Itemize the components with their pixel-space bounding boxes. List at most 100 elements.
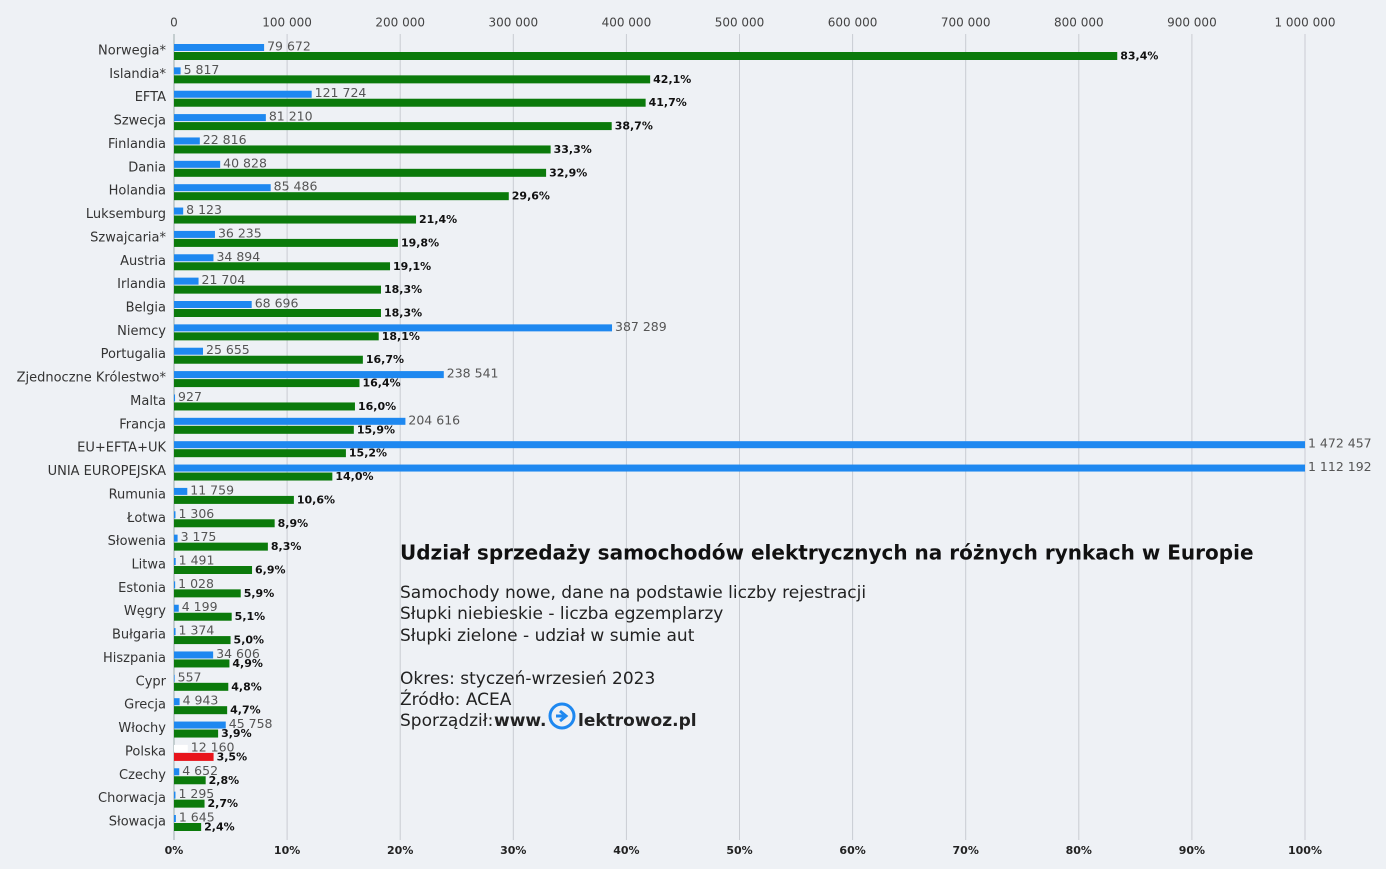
value-label: 1 491 — [179, 553, 215, 568]
category-label: Hiszpania — [103, 651, 166, 666]
top-tick-label: 0 — [170, 16, 178, 30]
value-label: 85 486 — [274, 179, 318, 194]
bar — [174, 44, 265, 51]
bar — [174, 651, 214, 659]
bottom-tick-label: 80% — [1066, 844, 1092, 857]
bar — [174, 394, 176, 402]
category-label: Węgry — [124, 604, 166, 619]
bar — [174, 791, 176, 799]
bar — [174, 441, 1305, 449]
value-label: 1 472 457 — [1308, 436, 1372, 451]
bar — [174, 347, 204, 355]
bar — [174, 706, 228, 715]
value-label: 40 828 — [223, 155, 267, 170]
bars: Norwegia* 79 672 83,4% Islandia* 5 817 42,1% E… — [17, 39, 1372, 834]
category-label: Austria — [120, 254, 166, 269]
value-label: 21,4% — [419, 213, 457, 226]
value-label: 2,8% — [209, 774, 240, 787]
bar — [174, 262, 391, 271]
bar — [174, 558, 176, 565]
value-label: 81 210 — [269, 109, 313, 124]
period: Okres: styczeń-wrzesień 2023 — [400, 669, 655, 689]
value-label: 18,1% — [382, 330, 420, 343]
category-label: Estonia — [118, 581, 166, 596]
bar — [174, 674, 175, 682]
bar — [174, 487, 188, 495]
bar — [174, 682, 229, 691]
bar — [174, 160, 221, 168]
value-label: 14,0% — [335, 470, 373, 483]
value-label: 1 306 — [178, 506, 214, 521]
value-label: 11 759 — [190, 482, 234, 497]
value-label: 387 289 — [615, 319, 667, 334]
value-label: 18,3% — [384, 307, 422, 320]
value-label: 3,5% — [217, 750, 248, 763]
category-label: Irlandia — [117, 277, 166, 292]
category-label: EFTA — [135, 90, 166, 105]
bar — [174, 254, 214, 262]
category-label: Litwa — [131, 558, 166, 573]
value-label: 42,1% — [653, 73, 691, 86]
bar — [174, 277, 199, 285]
category-label: Szwecja — [114, 114, 166, 129]
bar — [174, 464, 1305, 472]
value-label: 1 028 — [178, 576, 214, 591]
category-label: Słowacja — [109, 815, 166, 830]
bar — [174, 566, 253, 574]
bar — [174, 238, 398, 247]
bar — [174, 417, 406, 425]
top-tick-label: 400 000 — [602, 16, 652, 30]
value-label: 5,1% — [235, 610, 266, 623]
bottom-tick-label: 60% — [839, 844, 865, 857]
bar — [174, 799, 205, 808]
value-label: 557 — [178, 669, 202, 684]
category-label: Grecja — [124, 698, 166, 713]
category-label: UNIA EUROPEJSKA — [48, 464, 167, 479]
bar — [174, 511, 176, 519]
bottom-tick-label: 50% — [726, 844, 752, 857]
value-label: 15,2% — [349, 447, 387, 460]
bar — [174, 192, 509, 201]
value-label: 68 696 — [255, 296, 299, 311]
value-label: 8,3% — [271, 540, 302, 553]
bar — [174, 449, 346, 458]
bottom-tick-label: 100% — [1288, 844, 1322, 857]
bar — [174, 301, 252, 308]
value-label: 4,7% — [230, 704, 261, 717]
value-label: 4 199 — [182, 599, 218, 614]
author-prefix: www. — [494, 711, 547, 731]
category-label: Portugalia — [101, 347, 166, 362]
bar — [174, 75, 651, 84]
value-label: 21 704 — [202, 272, 246, 287]
value-label: 1 112 192 — [1308, 459, 1372, 474]
category-label: Chorwacja — [98, 791, 166, 806]
bar — [174, 495, 294, 504]
value-label: 12 160 — [191, 739, 235, 754]
value-label: 38,7% — [615, 120, 653, 133]
value-label: 3 175 — [181, 529, 217, 544]
bar — [174, 542, 268, 551]
bottom-tick-label: 90% — [1179, 844, 1205, 857]
value-label: 34 894 — [216, 249, 260, 264]
bar — [174, 207, 184, 215]
value-label: 16,7% — [366, 353, 404, 366]
value-label: 41,7% — [649, 96, 687, 109]
top-tick-label: 800 000 — [1054, 16, 1104, 30]
value-label: 1 295 — [178, 786, 214, 801]
bar — [174, 90, 312, 98]
author-label: Sporządził: — [400, 711, 493, 731]
category-label: Zjednoczne Królestwo* — [17, 371, 167, 386]
bar — [174, 137, 200, 145]
info-box: Udział sprzedaży samochodów elektrycznyc… — [400, 541, 1254, 732]
bar — [174, 823, 202, 831]
value-label: 2,4% — [204, 821, 235, 834]
bottom-tick-label: 0% — [165, 844, 184, 857]
category-label: Malta — [130, 394, 166, 409]
top-tick-label: 900 000 — [1167, 16, 1217, 30]
category-label: Luksemburg — [86, 207, 166, 222]
value-label: 927 — [178, 389, 202, 404]
value-label: 15,9% — [357, 423, 395, 436]
value-label: 4,8% — [231, 680, 262, 693]
bar — [174, 698, 180, 706]
